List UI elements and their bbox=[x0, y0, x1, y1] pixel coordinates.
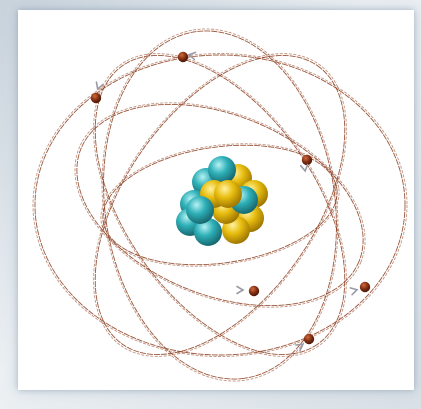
orbit-ring-3 bbox=[34, 54, 406, 356]
direction-arrow-icon-6 bbox=[295, 343, 305, 352]
electron-6 bbox=[303, 333, 315, 345]
direction-arrow-icon-5 bbox=[349, 287, 359, 296]
neutron-sphere bbox=[194, 218, 222, 246]
orbit-group bbox=[32, 28, 408, 382]
orbit-ring-1 bbox=[102, 144, 338, 266]
nucleus bbox=[176, 156, 268, 246]
orbit-ring-1 bbox=[100, 143, 340, 267]
electron-group bbox=[90, 51, 371, 345]
orbit-ring-5 bbox=[93, 53, 347, 357]
direction-arrow-icon-3 bbox=[299, 163, 309, 173]
neutron-sphere bbox=[186, 196, 214, 224]
electron-4 bbox=[248, 285, 260, 297]
electron-3 bbox=[301, 154, 313, 166]
direction-arrow-icon-2 bbox=[95, 81, 104, 91]
orbit-ring-2 bbox=[74, 102, 366, 308]
proton-sphere bbox=[214, 180, 242, 208]
orbit-ring-2 bbox=[76, 103, 364, 307]
orbit-ring-4 bbox=[94, 55, 346, 355]
electron-5 bbox=[359, 281, 371, 293]
electron-2 bbox=[90, 92, 102, 104]
direction-arrow-icon-4 bbox=[236, 285, 245, 295]
orbit-ring-5 bbox=[94, 55, 346, 355]
electron-1 bbox=[177, 51, 189, 63]
orbit-ring-6 bbox=[101, 28, 339, 382]
orbit-ring-3 bbox=[32, 53, 408, 357]
direction-arrow-icon-1 bbox=[187, 51, 197, 61]
orbit-ring-6 bbox=[103, 30, 337, 380]
orbit-ring-4 bbox=[93, 53, 347, 357]
arrow-group bbox=[95, 51, 359, 352]
neutron-sphere bbox=[208, 156, 236, 184]
